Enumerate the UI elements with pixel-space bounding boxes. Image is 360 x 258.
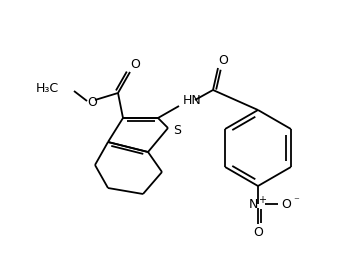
Text: N: N	[248, 198, 258, 212]
Text: O: O	[281, 198, 291, 211]
Text: +: +	[258, 195, 266, 205]
Text: O: O	[218, 54, 228, 68]
Text: H₃C: H₃C	[36, 83, 59, 95]
Text: S: S	[173, 124, 181, 136]
Text: O: O	[253, 227, 263, 239]
Text: HN: HN	[183, 94, 202, 108]
Text: ⁻: ⁻	[293, 196, 299, 206]
Text: O: O	[130, 59, 140, 71]
Text: O: O	[87, 95, 97, 109]
